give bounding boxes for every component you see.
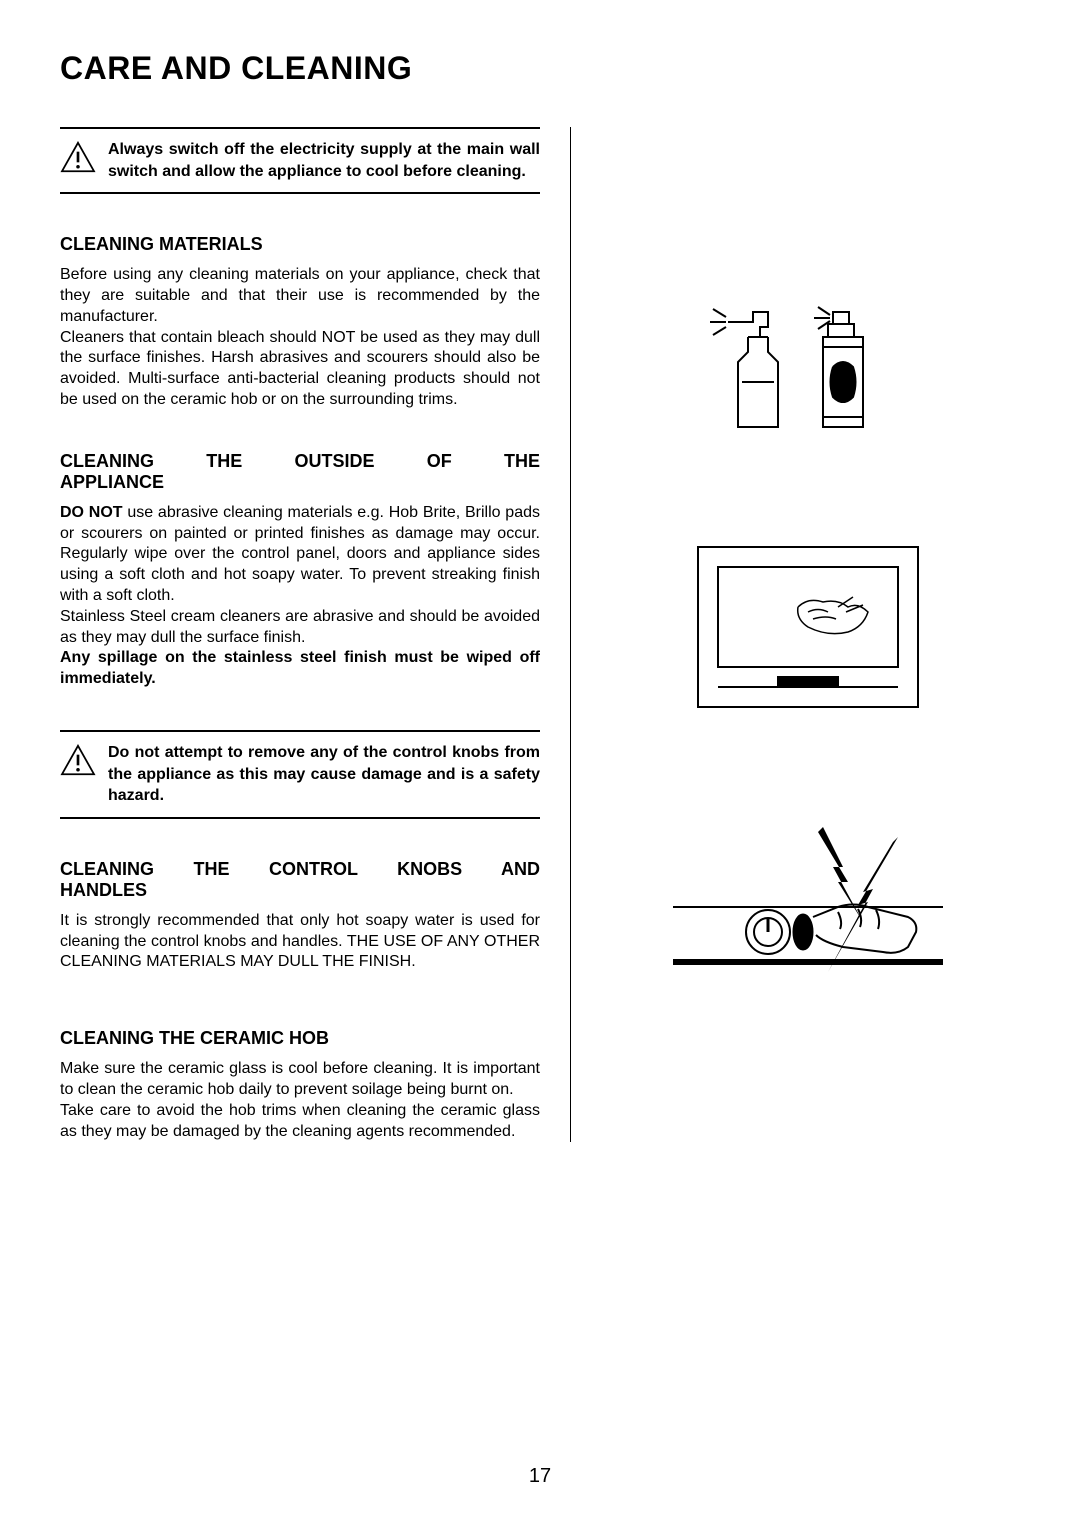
section-cleaning-outside: CLEANING THE OUTSIDE OF THE APPLIANCE DO… xyxy=(60,451,540,690)
body-paragraph: DO NOT use abrasive cleaning materials e… xyxy=(60,503,540,607)
section-cleaning-hob: CLEANING THE CERAMIC HOB Make sure the c… xyxy=(60,1028,540,1142)
body-paragraph-bold: Any spillage on the stainless steel fini… xyxy=(60,648,540,690)
section-cleaning-materials: CLEANING MATERIALS Before using any clea… xyxy=(60,234,540,411)
body-paragraph: It is strongly recommended that only hot… xyxy=(60,911,540,973)
page-number: 17 xyxy=(529,1465,551,1488)
section-cleaning-knobs: CLEANING THE CONTROL KNOBS AND HANDLES I… xyxy=(60,859,540,973)
warning-triangle-icon xyxy=(60,744,96,776)
warning-triangle-icon xyxy=(60,141,96,173)
section-heading: CLEANING THE OUTSIDE OF THE APPLIANCE xyxy=(60,451,540,493)
warning-box-power-off: Always switch off the electricity supply… xyxy=(60,127,540,194)
body-paragraph: Take care to avoid the hob trims when cl… xyxy=(60,1101,540,1143)
left-column: Always switch off the electricity supply… xyxy=(60,127,540,1142)
body-paragraph: Before using any cleaning materials on y… xyxy=(60,265,540,327)
section-heading: CLEANING THE CERAMIC HOB xyxy=(60,1028,540,1049)
right-column xyxy=(570,127,1020,1142)
body-paragraph: Make sure the ceramic glass is cool befo… xyxy=(60,1059,540,1101)
warning-box-knobs: Do not attempt to remove any of the cont… xyxy=(60,730,540,819)
figure-cleaning-sprays xyxy=(596,297,1020,447)
section-heading: CLEANING THE CONTROL KNOBS AND HANDLES xyxy=(60,859,540,901)
body-paragraph: Stainless Steel cream cleaners are abras… xyxy=(60,607,540,649)
page-title: CARE AND CLEANING xyxy=(60,50,1020,87)
warning-text: Always switch off the electricity supply… xyxy=(108,139,540,182)
section-heading: CLEANING MATERIALS xyxy=(60,234,540,255)
warning-text: Do not attempt to remove any of the cont… xyxy=(108,742,540,807)
content-columns: Always switch off the electricity supply… xyxy=(60,127,1020,1142)
figure-oven-cleaning xyxy=(596,527,1020,727)
figure-knob-warning xyxy=(596,807,1020,1007)
body-paragraph: Cleaners that contain bleach should NOT … xyxy=(60,328,540,411)
